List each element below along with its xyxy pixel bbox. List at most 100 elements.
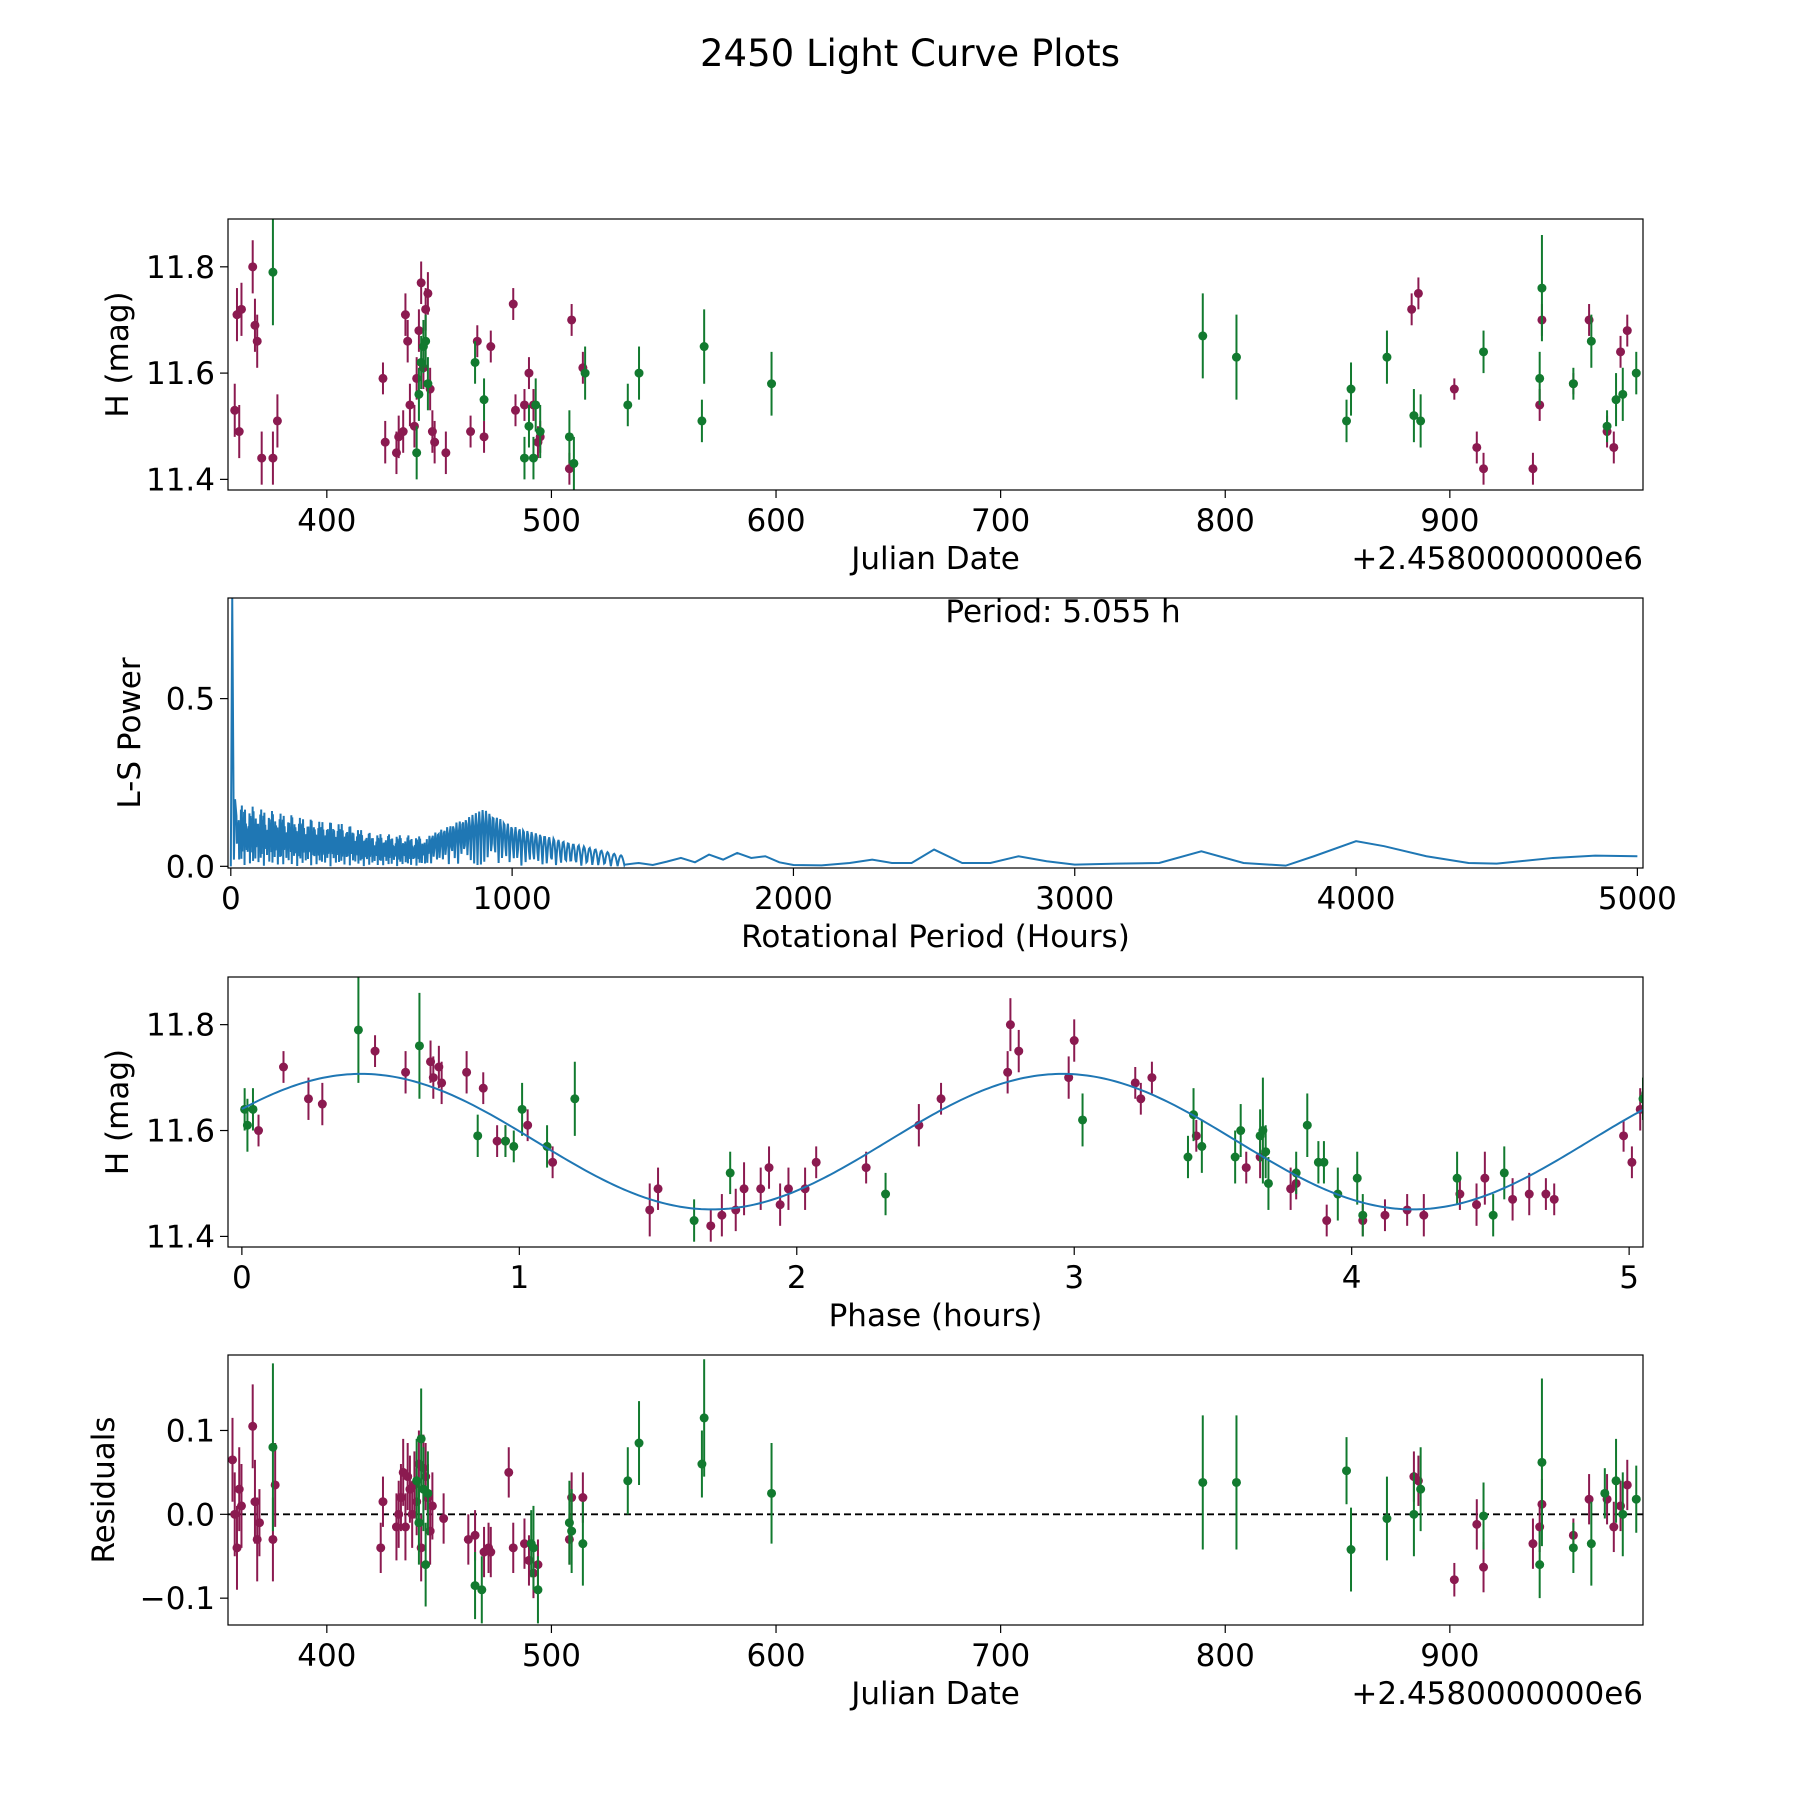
data-point: [1528, 464, 1538, 474]
data-point: [739, 1184, 749, 1194]
x-tick-label: 5000: [1598, 881, 1677, 917]
data-point: [254, 1126, 264, 1136]
data-point: [303, 1094, 313, 1104]
data-point: [416, 278, 426, 288]
data-point: [1549, 1194, 1559, 1204]
y-tick-label: 11.8: [146, 250, 215, 286]
x-offset-label: +2.4580000000e6: [1351, 541, 1643, 577]
y-tick-label: 11.8: [146, 1008, 215, 1044]
x-tick-label: 2: [787, 1260, 807, 1296]
data-point: [567, 1526, 577, 1536]
data-point: [508, 1543, 518, 1553]
data-point: [1413, 288, 1423, 298]
data-point: [1358, 1210, 1368, 1220]
data-point: [470, 1581, 480, 1591]
data-point: [380, 437, 390, 447]
data-point: [400, 310, 410, 320]
data-point: [1524, 1189, 1534, 1199]
data-points: [230, 219, 1641, 490]
data-point: [689, 1216, 699, 1226]
data-point: [1631, 368, 1641, 378]
x-tick-label: 0: [232, 1260, 252, 1296]
data-point: [1586, 1539, 1596, 1549]
data-point: [1508, 1194, 1518, 1204]
data-point: [462, 1067, 472, 1077]
data-point: [228, 1455, 237, 1465]
data-point: [1584, 1494, 1594, 1504]
data-point: [236, 1501, 246, 1511]
plot-frame: [227, 218, 1644, 491]
x-tick-label: 0: [221, 881, 241, 917]
x-tick-label: 800: [1196, 1638, 1255, 1674]
data-point: [478, 1083, 488, 1093]
data-point: [533, 1585, 543, 1595]
data-point: [232, 1543, 242, 1553]
data-point: [477, 1585, 487, 1595]
data-point: [1183, 1152, 1193, 1162]
data-point: [1631, 1494, 1641, 1504]
data-point: [1472, 1519, 1482, 1529]
data-point: [775, 1200, 785, 1210]
x-tick-label: 5: [1619, 1260, 1639, 1296]
data-point: [1198, 331, 1208, 341]
data-point: [1342, 1466, 1352, 1476]
plot-frame: [227, 597, 1644, 869]
y-tick-label: 11.4: [146, 1219, 215, 1255]
data-point: [416, 1434, 426, 1444]
data-point: [1003, 1067, 1013, 1077]
data-point: [783, 1184, 793, 1194]
data-point: [242, 1120, 252, 1130]
data-point: [1618, 389, 1628, 399]
data-point: [1409, 1509, 1419, 1519]
data-point: [1231, 1477, 1241, 1487]
data-point: [1352, 1173, 1362, 1183]
data-point: [1236, 1126, 1246, 1136]
data-point: [634, 1438, 644, 1448]
x-tick-label: 3: [1064, 1260, 1084, 1296]
data-point: [1600, 1488, 1610, 1498]
data-point: [1130, 1078, 1140, 1088]
data-point: [1472, 1200, 1482, 1210]
data-point: [268, 453, 278, 463]
data-point: [486, 342, 496, 352]
data-point: [1078, 1115, 1088, 1125]
data-point: [492, 1136, 502, 1146]
data-point: [1198, 1477, 1208, 1487]
data-point: [1263, 1178, 1273, 1188]
data-point: [717, 1210, 727, 1220]
data-point: [508, 299, 518, 309]
data-point: [1499, 1168, 1509, 1178]
data-point: [414, 1041, 424, 1051]
data-point: [1618, 1509, 1628, 1519]
data-point: [548, 1157, 558, 1167]
x-axis-label: Julian Date: [849, 1676, 1020, 1712]
data-point: [1619, 1131, 1629, 1141]
data-point: [268, 1534, 278, 1544]
data-point: [1346, 1545, 1356, 1555]
data-point: [439, 1514, 449, 1524]
data-point: [1541, 1189, 1551, 1199]
light-curve-panel: 400 500 600 700 800 900 11.4 11.6 11.8 Julian Dat…: [100, 218, 1644, 577]
period-annotation: Period: 5.055 h: [945, 594, 1180, 630]
data-point: [1611, 395, 1621, 405]
data-point: [427, 1501, 437, 1511]
data-point: [423, 379, 433, 389]
data-point: [570, 1094, 580, 1104]
data-point: [466, 427, 476, 437]
data-point: [524, 368, 534, 378]
data-point: [405, 400, 415, 410]
data-point: [567, 315, 577, 325]
data-point: [470, 1530, 480, 1540]
data-point: [936, 1094, 946, 1104]
data-point: [248, 1421, 258, 1431]
y-tick-label: 0.0: [166, 1497, 215, 1533]
data-point: [479, 432, 489, 442]
data-point: [252, 336, 262, 346]
data-point: [1136, 1094, 1146, 1104]
y-axis-label: L-S Power: [112, 657, 148, 808]
residuals-panel: 400 500 600 700 800 900 −0.1 0.0 0.1 Julian Date R…: [86, 1354, 1644, 1712]
data-point: [623, 400, 633, 410]
data-point: [1609, 442, 1619, 452]
data-point: [504, 1467, 514, 1477]
data-point: [236, 304, 246, 314]
